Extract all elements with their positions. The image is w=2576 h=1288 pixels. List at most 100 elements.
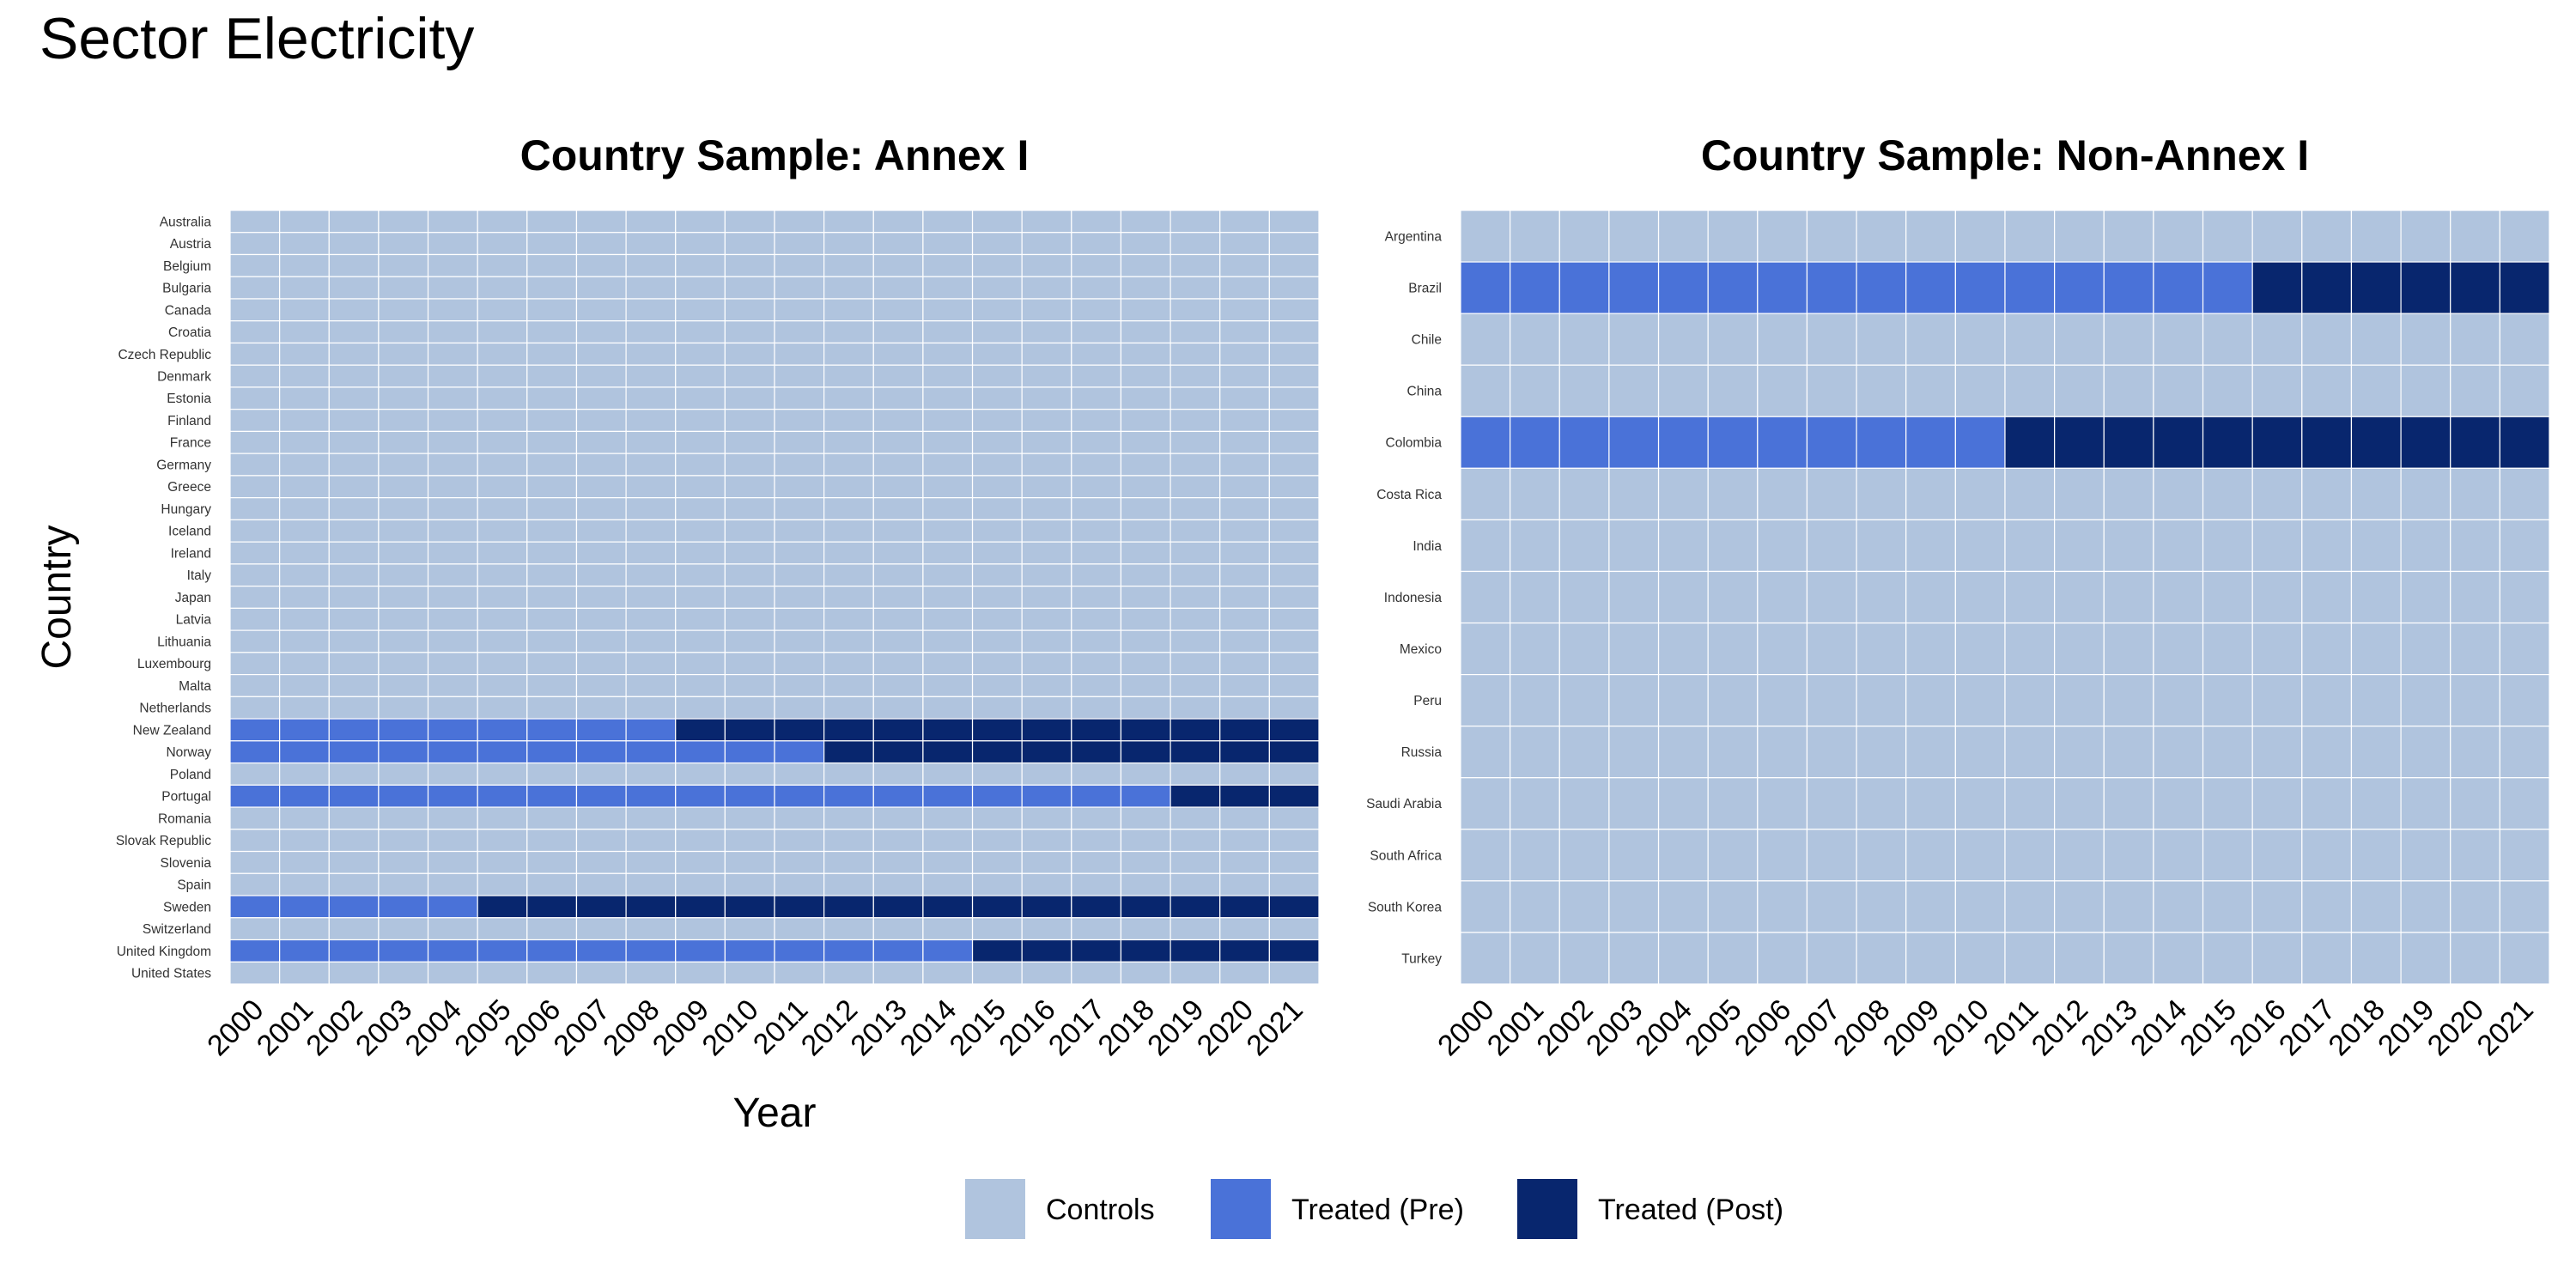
heatmap-cell-iceland-2000	[229, 519, 281, 543]
heatmap-cell-japan-2003	[378, 586, 429, 609]
heatmap-cell-peru-2004	[1657, 673, 1709, 727]
heatmap-cell-india-2004	[1657, 519, 1709, 573]
heatmap-cell-bulgaria-2000	[229, 276, 281, 300]
heatmap-cell-south-africa-2007	[1806, 829, 1857, 882]
heatmap-cell-argentina-2012	[2054, 210, 2105, 263]
heatmap-cell-belgium-2020	[1219, 253, 1270, 277]
x-tick-label: 2012	[795, 993, 864, 1062]
heatmap-cell-turkey-2019	[2400, 932, 2451, 985]
heatmap-cell-colombia-2012	[2054, 416, 2105, 469]
heatmap-cell-brazil-2019	[2400, 261, 2451, 314]
heatmap-cell-united-kingdom-2010	[724, 939, 775, 963]
heatmap-cell-czech-republic-2001	[279, 342, 330, 366]
heatmap-cell-greece-2021	[1268, 475, 1320, 499]
heatmap-cell-china-2006	[1757, 364, 1808, 417]
heatmap-cell-iceland-2009	[675, 519, 726, 543]
heatmap-cell-russia-2017	[2301, 726, 2353, 779]
heatmap-cell-costa-rica-2005	[1707, 467, 1759, 520]
heatmap-cell-france-2014	[922, 430, 974, 454]
heatmap-cell-turkey-2017	[2301, 932, 2353, 985]
heatmap-cell-lithuania-2000	[229, 629, 281, 653]
heatmap-cell-sweden-2006	[526, 895, 578, 919]
heatmap-cell-japan-2008	[625, 586, 677, 609]
heatmap-cell-ireland-2013	[872, 541, 924, 565]
y-tick-label: Slovenia	[161, 856, 212, 871]
heatmap-cell-luxembourg-2000	[229, 652, 281, 676]
heatmap-cell-indonesia-2014	[2153, 570, 2204, 624]
heatmap-cell-chile-2005	[1707, 313, 1759, 366]
heatmap-cell-bulgaria-2017	[1071, 276, 1122, 300]
heatmap-cell-united-kingdom-2007	[575, 939, 627, 963]
heatmap-cell-slovenia-2021	[1268, 850, 1320, 874]
heatmap-cell-denmark-2012	[823, 364, 874, 388]
heatmap-cell-greece-2008	[625, 475, 677, 499]
x-tick-label: 2013	[2075, 993, 2143, 1062]
heatmap-cell-estonia-2001	[279, 386, 330, 410]
heatmap-cell-finland-2012	[823, 409, 874, 433]
heatmap-cell-india-2016	[2251, 519, 2303, 573]
heatmap-cell-slovak-republic-2007	[575, 829, 627, 853]
heatmap-cell-chile-2008	[1856, 313, 1907, 366]
heatmap-cell-chile-2004	[1657, 313, 1709, 366]
heatmap-cell-new-zealand-2018	[1120, 718, 1171, 742]
heatmap-cell-denmark-2013	[872, 364, 924, 388]
heatmap-cell-australia-2006	[526, 210, 578, 234]
y-tick-label: South Africa	[1370, 848, 1442, 863]
heatmap-cell-canada-2020	[1219, 298, 1270, 322]
heatmap-cell-indonesia-2004	[1657, 570, 1709, 624]
heatmap-cell-turkey-2013	[2103, 932, 2154, 985]
heatmap-cell-saudi-arabia-2008	[1856, 777, 1907, 830]
heatmap-cell-saudi-arabia-2015	[2202, 777, 2253, 830]
heatmap-cell-russia-2007	[1806, 726, 1857, 779]
heatmap-cell-italy-2013	[872, 563, 924, 587]
heatmap-panel-non-annex-i: Country Sample: Non-Annex I Argentina Braz…	[1366, 131, 2550, 1062]
heatmap-cell-portugal-2010	[724, 784, 775, 808]
heatmap-cell-sweden-2014	[922, 895, 974, 919]
heatmap-cell-mexico-2004	[1657, 622, 1709, 676]
x-tick-label: 2013	[844, 993, 913, 1062]
heatmap-cell-costa-rica-2015	[2202, 467, 2253, 520]
heatmap-cell-ireland-2008	[625, 541, 677, 565]
heatmap-cell-poland-2005	[477, 762, 528, 786]
heatmap-cell-costa-rica-2001	[1510, 467, 1560, 520]
heatmap-cell-romania-2012	[823, 806, 874, 830]
heatmap-cell-south-korea-2006	[1757, 880, 1808, 933]
heatmap-cell-turkey-2008	[1856, 932, 1907, 985]
heatmap-cell-iceland-2014	[922, 519, 974, 543]
heatmap-cell-germany-2006	[526, 453, 578, 477]
heatmap-cell-belgium-2003	[378, 253, 429, 277]
heatmap-cell-denmark-2008	[625, 364, 677, 388]
heatmap-cell-mexico-2013	[2103, 622, 2154, 676]
heatmap-cell-greece-2017	[1071, 475, 1122, 499]
heatmap-cell-italy-2017	[1071, 563, 1122, 587]
y-tick-label: Netherlands	[139, 702, 211, 716]
heatmap-cell-italy-2015	[971, 563, 1023, 587]
heatmap-cell-china-2001	[1510, 364, 1560, 417]
heatmap-cell-argentina-2008	[1856, 210, 1907, 263]
heatmap-cell-australia-2020	[1219, 210, 1270, 234]
heatmap-cell-luxembourg-2020	[1219, 652, 1270, 676]
heatmap-cell-brazil-2011	[2004, 261, 2056, 314]
heatmap-cell-united-states-2004	[427, 961, 478, 985]
heatmap-cell-croatia-2006	[526, 320, 578, 344]
heatmap-cell-bulgaria-2011	[774, 276, 825, 300]
heatmap-cell-united-kingdom-2017	[1071, 939, 1122, 963]
heatmap-cell-greece-2012	[823, 475, 874, 499]
heatmap-cell-mexico-2009	[1905, 622, 1956, 676]
y-tick-label: Switzerland	[143, 922, 211, 937]
heatmap-cell-poland-2000	[229, 762, 281, 786]
legend: Controls Treated (Pre) Treated (Post)	[965, 1179, 1783, 1239]
heatmap-cell-austria-2011	[774, 232, 825, 256]
heatmap-cell-saudi-arabia-2020	[2450, 777, 2500, 830]
heatmap-cell-croatia-2000	[229, 320, 281, 344]
heatmap-cell-china-2011	[2004, 364, 2056, 417]
heatmap-cell-denmark-2002	[328, 364, 380, 388]
y-tick-label: United States	[131, 967, 211, 981]
heatmap-cell-india-2001	[1510, 519, 1560, 573]
heatmap-cell-luxembourg-2003	[378, 652, 429, 676]
heatmap-cell-australia-2002	[328, 210, 380, 234]
heatmap-cell-finland-2007	[575, 409, 627, 433]
heatmap-cell-spain-2007	[575, 872, 627, 896]
heatmap-cell-new-zealand-2015	[971, 718, 1023, 742]
heatmap-cell-netherlands-2021	[1268, 696, 1320, 720]
